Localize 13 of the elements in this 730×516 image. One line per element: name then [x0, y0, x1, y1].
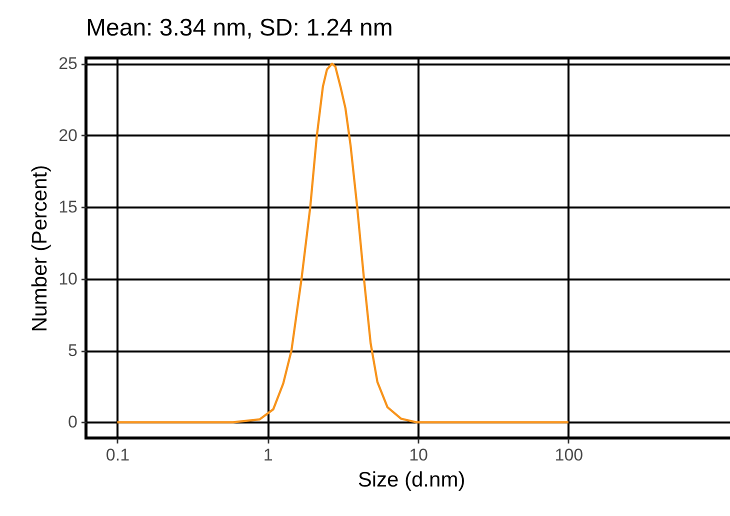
chart-title: Mean: 3.34 nm, SD: 1.24 nm: [86, 14, 393, 42]
y-axis-title: Number (Percent): [28, 165, 52, 332]
x-tick-label: 10: [409, 446, 428, 464]
y-tick-label: 10: [58, 269, 78, 288]
x-axis-title: Size (d.nm): [358, 468, 466, 492]
y-tick-label: 5: [68, 341, 78, 360]
y-tick-label: 0: [68, 412, 78, 432]
y-tick-label: 20: [58, 126, 78, 145]
x-tick-label: 100: [554, 446, 584, 464]
x-tick-label: 0.1: [106, 446, 130, 464]
y-tick-label: 25: [58, 54, 78, 74]
y-tick-label: 15: [58, 198, 78, 217]
x-tick-label: 1: [263, 446, 273, 464]
